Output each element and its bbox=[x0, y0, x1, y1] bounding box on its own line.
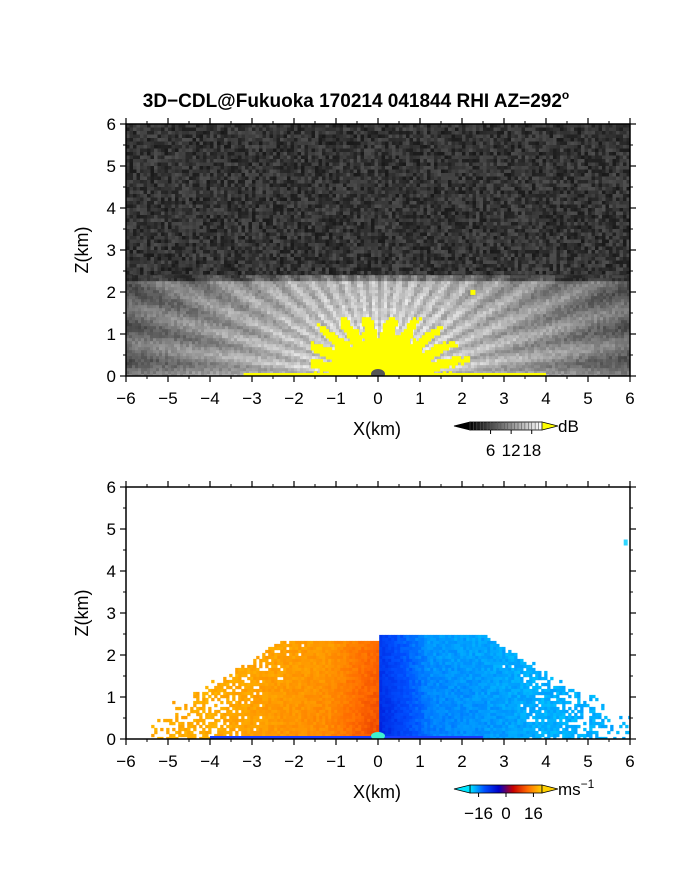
ground-clutter bbox=[243, 373, 546, 376]
colorbar-tick-label: 12 bbox=[502, 441, 521, 460]
x-tick-label: 2 bbox=[457, 752, 466, 771]
y-tick-label: 3 bbox=[107, 241, 116, 260]
colorbar-unit: dB bbox=[558, 417, 579, 436]
colorbar: −16 0 16 ms−1 bbox=[453, 777, 595, 823]
radar-site bbox=[371, 732, 385, 739]
colorbar-over-triangle bbox=[541, 784, 559, 794]
y-tick-label: 3 bbox=[107, 604, 116, 623]
y-tick-label: 0 bbox=[107, 367, 116, 386]
y-tick-label: 6 bbox=[107, 115, 116, 134]
isolated-echo bbox=[623, 539, 628, 546]
y-tick-label: 4 bbox=[107, 562, 116, 581]
axis-ticks bbox=[120, 118, 636, 382]
y-tick-label: 2 bbox=[107, 646, 116, 665]
colorbar-tick-label: 18 bbox=[522, 441, 541, 460]
colorbar-over-triangle bbox=[541, 421, 559, 431]
x-tick-label: 6 bbox=[625, 752, 634, 771]
x-tick-label: −2 bbox=[284, 389, 303, 408]
x-tick-label: −6 bbox=[116, 752, 135, 771]
velocity-panel: −6 −5 −4 −3 −2 −1 0 1 2 3 4 5 6 0 1 2 3 4 5 6 X(km) Z(km) −16 0… bbox=[72, 478, 636, 823]
colorbar-unit: ms−1 bbox=[558, 777, 595, 799]
y-tick-label: 1 bbox=[107, 325, 116, 344]
saturated-core bbox=[243, 289, 546, 376]
x-tick-label: 5 bbox=[583, 752, 592, 771]
colorbar-bar bbox=[469, 421, 543, 431]
colorbar-tick-label: −16 bbox=[464, 804, 493, 823]
colorbar-under-triangle bbox=[453, 784, 471, 794]
x-tick-label: −6 bbox=[116, 389, 135, 408]
colorbar-tick-label: 0 bbox=[501, 804, 510, 823]
x-axis-label: X(km) bbox=[353, 419, 401, 439]
x-tick-label: −3 bbox=[242, 389, 261, 408]
x-tick-label: −4 bbox=[200, 752, 219, 771]
x-tick-label: 4 bbox=[541, 389, 550, 408]
radar-site bbox=[371, 369, 385, 376]
y-tick-label: 1 bbox=[107, 688, 116, 707]
colorbar-under-triangle bbox=[453, 421, 471, 431]
y-tick-label: 5 bbox=[107, 520, 116, 539]
x-tick-label: 4 bbox=[541, 752, 550, 771]
figure-title: 3D−CDL@Fukuoka 170214 041844 RHI AZ=292o bbox=[143, 88, 570, 112]
x-tick-label: 1 bbox=[415, 389, 424, 408]
x-tick-label: 0 bbox=[373, 752, 382, 771]
x-tick-label: 1 bbox=[415, 752, 424, 771]
colorbar-tick-label: 16 bbox=[524, 804, 543, 823]
y-tick-label: 4 bbox=[107, 199, 116, 218]
x-tick-label: 3 bbox=[499, 752, 508, 771]
ground-clutter bbox=[210, 736, 483, 739]
x-tick-label: 0 bbox=[373, 389, 382, 408]
x-tick-label: −5 bbox=[158, 389, 177, 408]
colorbar-tick-label: 6 bbox=[486, 441, 495, 460]
x-tick-label: −4 bbox=[200, 389, 219, 408]
x-tick-label: −3 bbox=[242, 752, 261, 771]
x-axis-label: X(km) bbox=[353, 782, 401, 802]
saturated-speck bbox=[470, 289, 476, 295]
y-axis-label: Z(km) bbox=[72, 227, 92, 274]
y-tick-label: 5 bbox=[107, 157, 116, 176]
x-tick-label: −5 bbox=[158, 752, 177, 771]
x-tick-label: 5 bbox=[583, 389, 592, 408]
plot-area bbox=[151, 539, 630, 739]
y-tick-label: 2 bbox=[107, 283, 116, 302]
plot-area bbox=[126, 124, 630, 376]
velocity-field bbox=[151, 539, 630, 739]
x-tick-label: 6 bbox=[625, 389, 634, 408]
colorbar-bar bbox=[469, 784, 543, 794]
y-tick-label: 0 bbox=[107, 730, 116, 749]
x-tick-label: −1 bbox=[326, 389, 345, 408]
x-tick-label: −1 bbox=[326, 752, 345, 771]
y-axis-label: Z(km) bbox=[72, 590, 92, 637]
x-tick-label: 2 bbox=[457, 389, 466, 408]
axis-ticks bbox=[120, 481, 636, 745]
x-tick-label: −2 bbox=[284, 752, 303, 771]
y-tick-label: 6 bbox=[107, 478, 116, 497]
colorbar: 6 12 18 dB bbox=[453, 417, 579, 460]
x-tick-label: 3 bbox=[499, 389, 508, 408]
